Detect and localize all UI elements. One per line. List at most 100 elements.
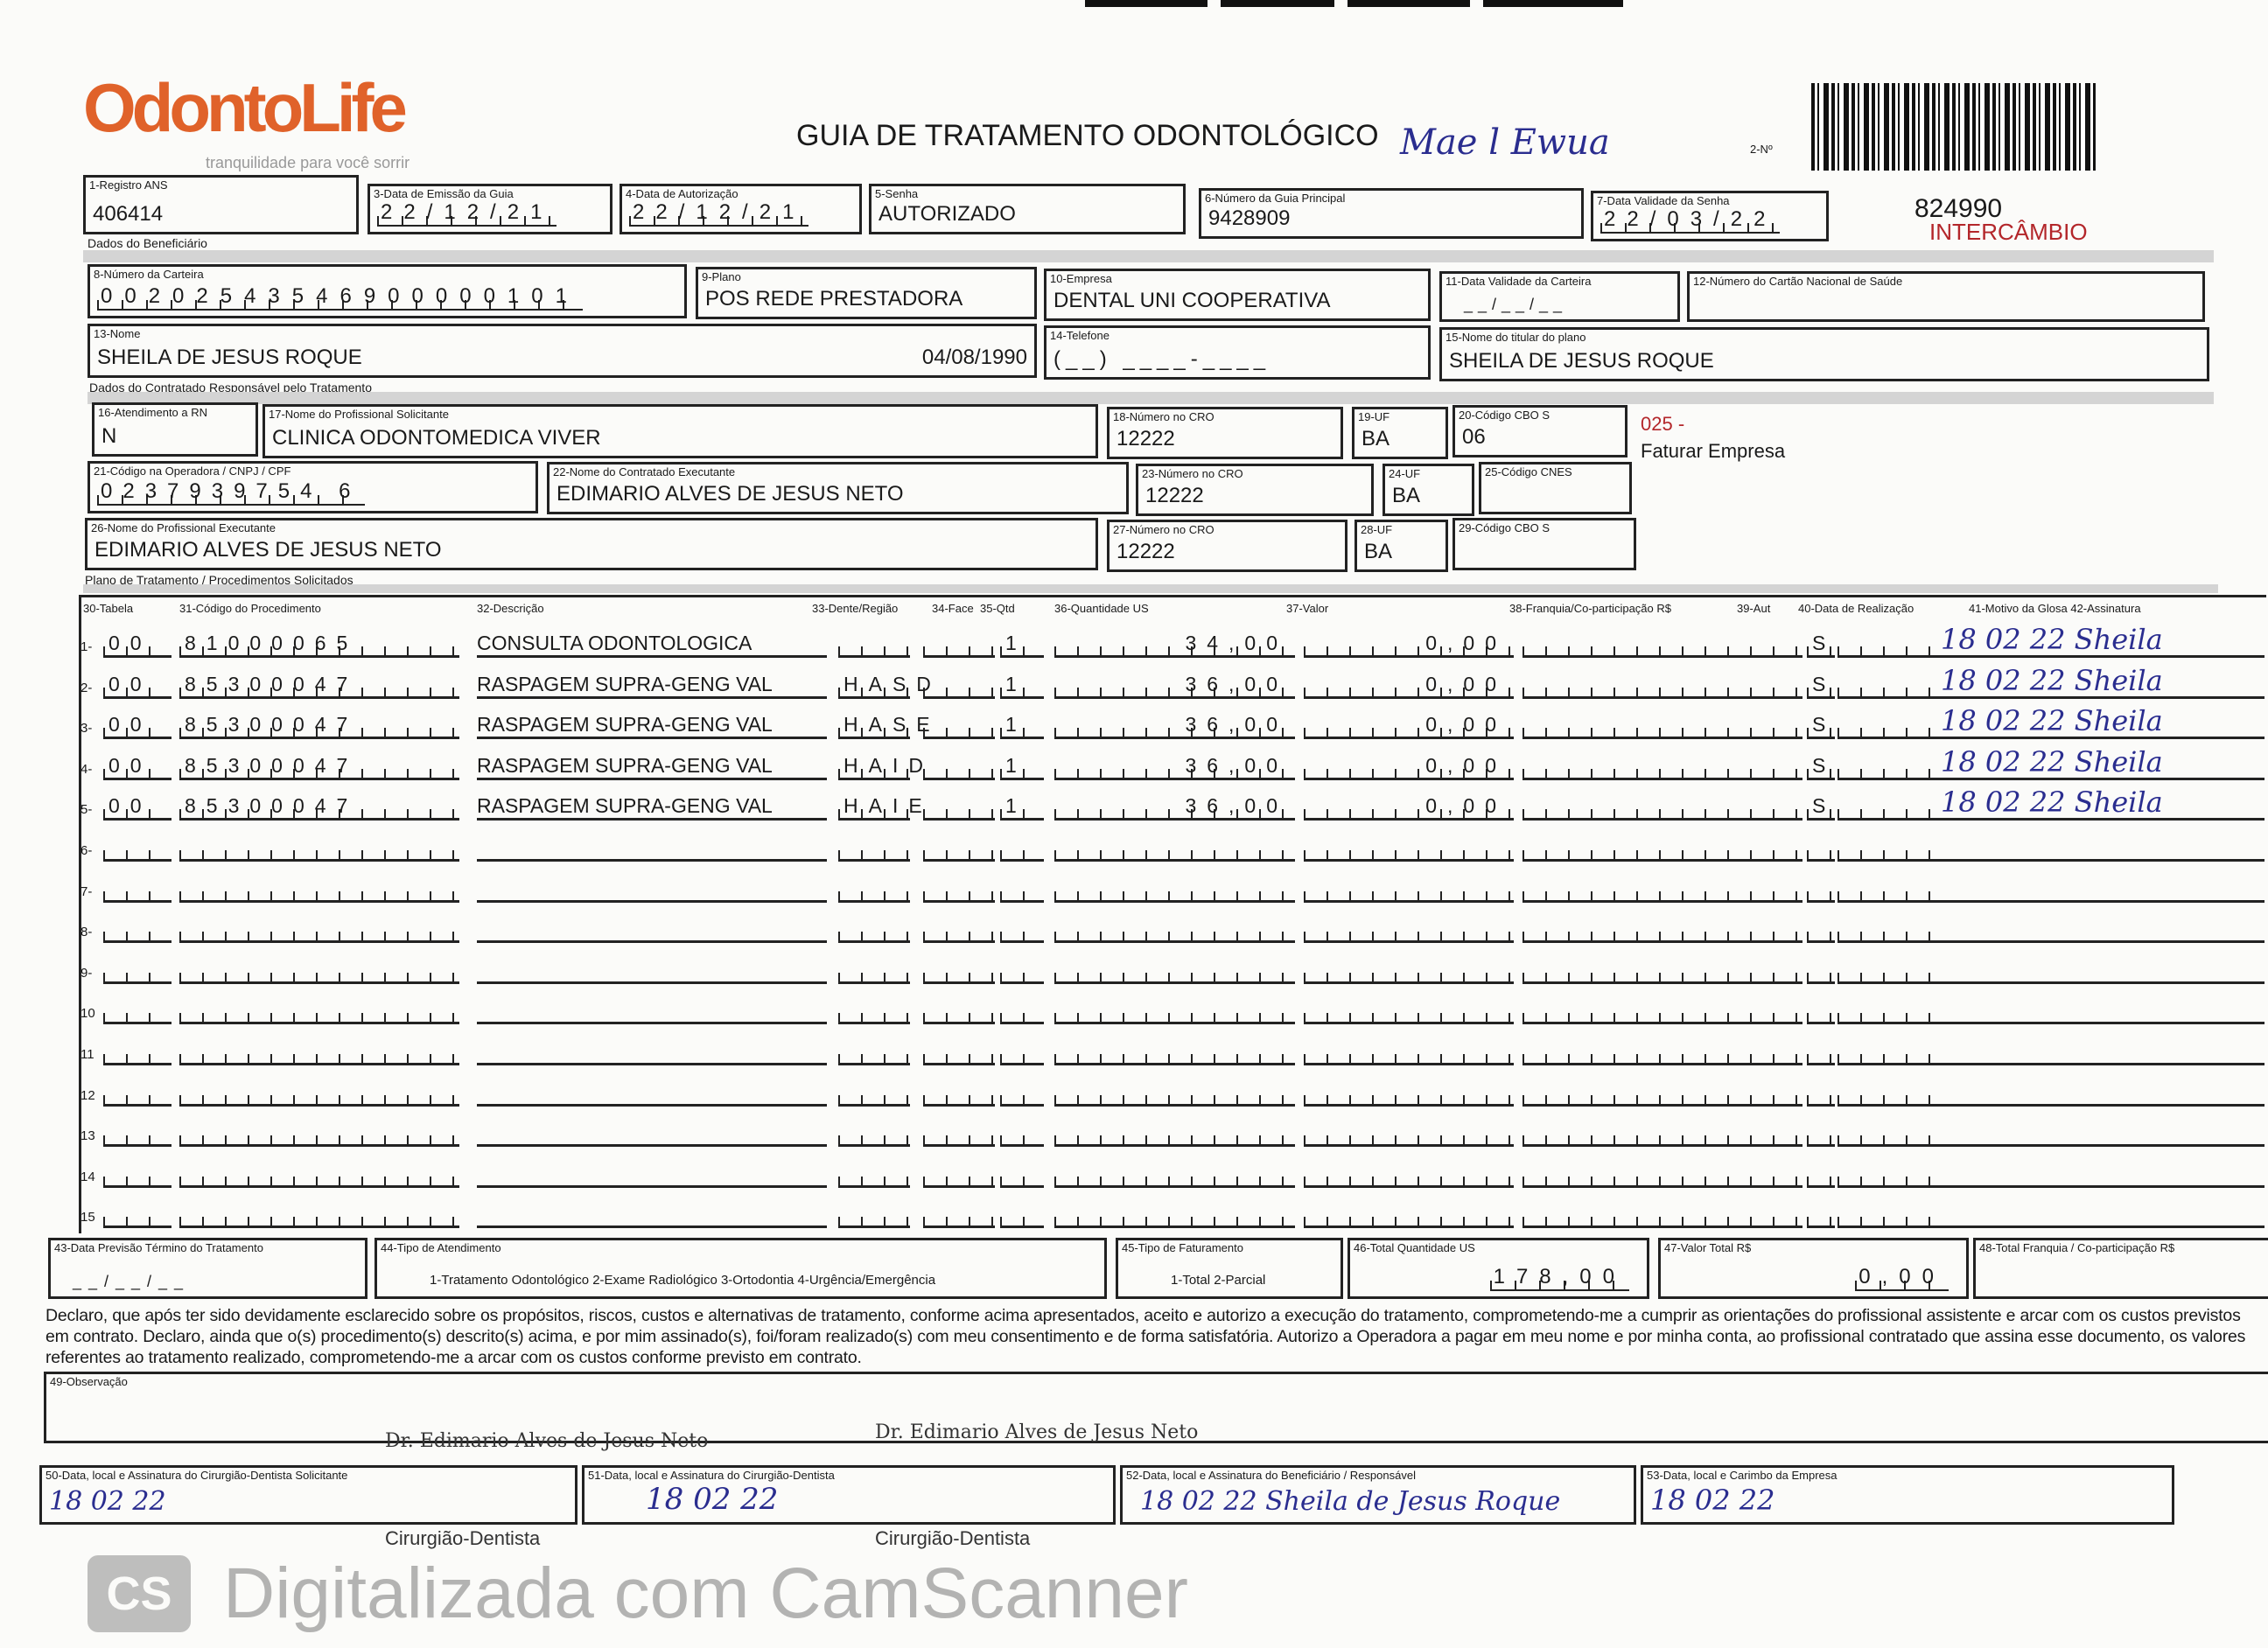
cell-tabela[interactable] xyxy=(103,1039,172,1065)
cell-qtd[interactable] xyxy=(1000,835,1044,862)
cell-descricao[interactable] xyxy=(477,1080,827,1107)
cell-descricao[interactable] xyxy=(477,1121,827,1148)
cell-tabela[interactable]: 00 xyxy=(103,672,172,699)
cell-us[interactable]: 36,00 xyxy=(1054,672,1295,699)
field-assinatura-solicitante[interactable]: 50-Data, local e Assinatura do Cirurgião… xyxy=(39,1465,578,1525)
cell-codigo[interactable] xyxy=(179,835,459,862)
cell-qtd[interactable]: 1 xyxy=(1000,632,1044,658)
cell-us[interactable] xyxy=(1054,998,1295,1025)
cell-franquia[interactable] xyxy=(1522,632,1802,658)
field-tipo-atendimento[interactable]: 44-Tipo de Atendimento 1-Tratamento Odont… xyxy=(374,1238,1107,1299)
cell-data[interactable] xyxy=(1838,835,1942,862)
cell-valor[interactable]: 0,00 xyxy=(1304,753,1514,780)
cell-us[interactable]: 36,00 xyxy=(1054,794,1295,821)
field-cro-solicitante[interactable]: 18-Número no CRO 12222 xyxy=(1107,407,1343,459)
field-codigo-operadora[interactable]: 21-Código na Operadora / CNPJ / CPF 02379… xyxy=(88,461,538,513)
cell-qtd[interactable]: 1 xyxy=(1000,713,1044,740)
cell-qtd[interactable]: 1 xyxy=(1000,672,1044,699)
cell-aut[interactable]: S xyxy=(1807,794,1835,821)
cell-assinatura[interactable]: 18 02 22 Sheila xyxy=(1941,704,2264,740)
cell-dente[interactable] xyxy=(838,998,910,1025)
cell-tabela[interactable]: 00 xyxy=(103,713,172,740)
field-validade-carteira[interactable]: 11-Data Validade da Carteira __/__/__ xyxy=(1439,271,1680,322)
cell-face[interactable] xyxy=(923,1202,995,1229)
cell-face[interactable] xyxy=(923,917,995,944)
cell-face[interactable] xyxy=(923,876,995,903)
cell-franquia[interactable] xyxy=(1522,1079,1802,1107)
cell-codigo[interactable]: 81000065 xyxy=(179,632,459,658)
cell-tabela[interactable] xyxy=(103,835,172,862)
cell-valor[interactable] xyxy=(1304,957,1514,984)
cell-franquia[interactable] xyxy=(1522,1039,1802,1065)
cell-tabela[interactable] xyxy=(103,998,172,1025)
cell-assinatura[interactable] xyxy=(1941,1112,2264,1148)
field-cartao-nacional-saude[interactable]: 12-Número do Cartão Nacional de Saúde xyxy=(1687,271,2205,322)
cell-franquia[interactable] xyxy=(1522,1161,1802,1188)
cell-codigo[interactable] xyxy=(179,957,459,984)
cell-aut[interactable] xyxy=(1807,917,1835,944)
cell-franquia[interactable] xyxy=(1522,998,1802,1025)
cell-assinatura[interactable]: 18 02 22 Sheila xyxy=(1941,623,2264,658)
cell-face[interactable] xyxy=(923,998,995,1025)
cell-dente[interactable] xyxy=(838,876,910,903)
cell-aut[interactable] xyxy=(1807,998,1835,1025)
cell-aut[interactable]: S xyxy=(1807,713,1835,740)
cell-tabela[interactable]: 00 xyxy=(103,794,172,821)
cell-descricao[interactable]: RASPAGEM SUPRA-GENG VAL xyxy=(477,794,827,821)
cell-data[interactable] xyxy=(1838,1079,1942,1107)
field-assinatura-beneficiario[interactable]: 52-Data, local e Assinatura do Beneficiá… xyxy=(1120,1465,1636,1525)
cell-valor[interactable] xyxy=(1304,876,1514,903)
field-carimbo-empresa[interactable]: 53-Data, local e Carimbo da Empresa 18 02… xyxy=(1641,1465,2174,1525)
cell-qtd[interactable] xyxy=(1000,1202,1044,1229)
cell-descricao[interactable]: RASPAGEM SUPRA-GENG VAL xyxy=(477,754,827,780)
cell-descricao[interactable] xyxy=(477,876,827,903)
cell-valor[interactable]: 0,00 xyxy=(1304,794,1514,821)
cell-data[interactable] xyxy=(1838,632,1942,658)
cell-codigo[interactable]: 85300047 xyxy=(179,713,459,740)
cell-data[interactable] xyxy=(1838,713,1942,740)
cell-aut[interactable] xyxy=(1807,1079,1835,1107)
field-senha[interactable]: 5-Senha AUTORIZADO xyxy=(869,184,1186,234)
cell-descricao[interactable] xyxy=(477,1202,827,1229)
cell-data[interactable] xyxy=(1838,794,1942,821)
cell-codigo[interactable] xyxy=(179,1079,459,1107)
cell-valor[interactable] xyxy=(1304,835,1514,862)
cell-us[interactable] xyxy=(1054,957,1295,984)
cell-face[interactable] xyxy=(923,957,995,984)
cell-dente[interactable]: HASE xyxy=(838,713,930,740)
cell-aut[interactable] xyxy=(1807,1121,1835,1148)
cell-us[interactable]: 36,00 xyxy=(1054,713,1295,740)
cell-assinatura[interactable] xyxy=(1941,989,2264,1025)
field-uf-profissional[interactable]: 28-UF BA xyxy=(1354,520,1448,572)
cell-dente[interactable] xyxy=(838,957,910,984)
field-tipo-faturamento[interactable]: 45-Tipo de Faturamento 1-Total 2-Parcial xyxy=(1116,1238,1343,1299)
cell-assinatura[interactable] xyxy=(1941,1193,2264,1229)
cell-dente[interactable] xyxy=(838,835,910,862)
cell-data[interactable] xyxy=(1838,876,1942,903)
cell-data[interactable] xyxy=(1838,1202,1942,1229)
field-guia-principal[interactable]: 6-Número da Guia Principal 9428909 xyxy=(1199,188,1584,239)
field-uf-solicitante[interactable]: 19-UF BA xyxy=(1352,407,1448,459)
cell-data[interactable] xyxy=(1838,1121,1942,1148)
cell-codigo[interactable]: 85300047 xyxy=(179,672,459,699)
cell-face[interactable] xyxy=(923,835,995,862)
cell-codigo[interactable]: 85300047 xyxy=(179,794,459,821)
cell-descricao[interactable] xyxy=(477,998,827,1025)
field-registro-ans[interactable]: 1-Registro ANS 406414 xyxy=(83,175,359,234)
cell-assinatura[interactable] xyxy=(1941,1153,2264,1188)
cell-face[interactable] xyxy=(923,672,995,699)
cell-valor[interactable] xyxy=(1304,1202,1514,1229)
cell-tabela[interactable] xyxy=(103,1202,172,1229)
cell-qtd[interactable]: 1 xyxy=(1000,753,1044,780)
cell-dente[interactable] xyxy=(838,1039,910,1065)
cell-assinatura[interactable]: 18 02 22 Sheila xyxy=(1941,664,2264,699)
cell-valor[interactable] xyxy=(1304,917,1514,944)
cell-tabela[interactable] xyxy=(103,876,172,903)
cell-face[interactable] xyxy=(923,1079,995,1107)
field-data-emissao[interactable]: 3-Data de Emissão da Guia 22/12/21 xyxy=(368,184,612,234)
cell-assinatura[interactable] xyxy=(1941,827,2264,862)
cell-us[interactable] xyxy=(1054,1079,1295,1107)
cell-dente[interactable]: HASD xyxy=(838,672,931,699)
field-numero-carteira[interactable]: 8-Número da Carteira 00202543546900000101 xyxy=(88,264,687,318)
cell-qtd[interactable] xyxy=(1000,876,1044,903)
